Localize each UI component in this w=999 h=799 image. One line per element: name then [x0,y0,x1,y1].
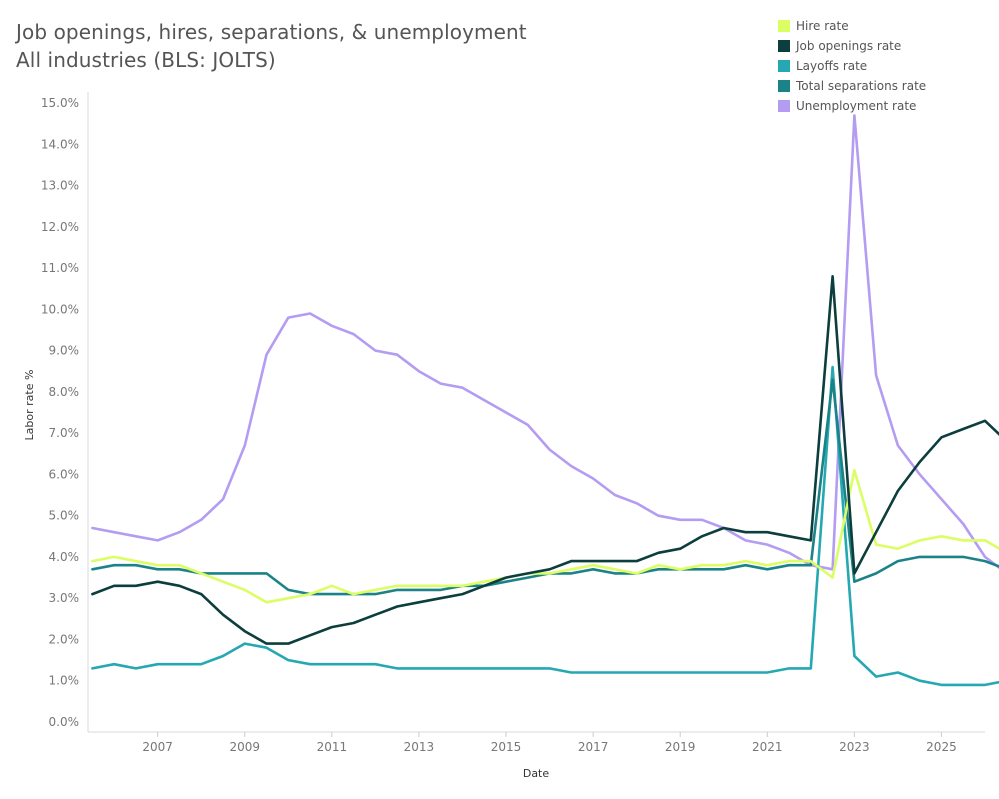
legend-item-job-openings-rate[interactable]: Job openings rate [778,36,993,56]
chart-title: Job openings, hires, separations, & unem… [16,20,527,44]
y-tick-label-11: 11.0% [41,261,79,275]
series-line-job-openings-rate [91,274,999,645]
chart-title-block: Job openings, hires, separations, & unem… [16,18,527,74]
x-axis-ticks: 2007 2009 2011 2013 2015 2017 2019 2021 2023 2025 [142,732,957,754]
x-tick-label-2013: 2013 [404,740,435,754]
legend: Hire rate Job openings rate Layoffs rate… [778,16,993,116]
legend-label-hire-rate: Hire rate [796,19,849,33]
legend-item-unemployment-rate[interactable]: Unemployment rate [778,96,993,116]
y-axis-title: Labor rate % [23,370,36,441]
legend-swatch-job-openings-rate [778,40,790,52]
x-tick-label-2021: 2021 [752,740,783,754]
x-tick-label-2017: 2017 [578,740,609,754]
y-tick-label-4: 4.0% [49,550,80,564]
y-tick-label-12: 12.0% [41,220,79,234]
y-tick-label-5: 5.0% [49,509,80,523]
y-tick-label-14: 14.0% [41,137,79,151]
legend-swatch-layoffs-rate [778,60,790,72]
series-lines [91,114,999,687]
legend-item-layoffs-rate[interactable]: Layoffs rate [778,56,993,76]
legend-item-hire-rate[interactable]: Hire rate [778,16,993,36]
y-tick-label-1: 1.0% [49,674,80,688]
x-tick-label-2009: 2009 [229,740,260,754]
series-line-hire-rate [91,468,999,604]
y-tick-label-15: 15.0% [41,96,79,110]
series-line-layoffs-rate [91,365,999,687]
legend-label-unemployment-rate: Unemployment rate [796,99,917,113]
y-tick-label-0: 0.0% [49,715,80,729]
x-tick-label-2025: 2025 [926,740,957,754]
legend-swatch-total-separations-rate [778,80,790,92]
y-tick-label-10: 10.0% [41,302,79,316]
x-tick-label-2015: 2015 [491,740,522,754]
x-tick-label-2011: 2011 [317,740,348,754]
legend-label-total-separations-rate: Total separations rate [796,79,927,93]
y-tick-label-9: 9.0% [49,344,80,358]
y-tick-label-3: 3.0% [49,591,80,605]
legend-item-total-separations-rate[interactable]: Total separations rate [778,76,993,96]
y-tick-label-13: 13.0% [41,179,79,193]
x-tick-label-2023: 2023 [839,740,870,754]
x-tick-label-2019: 2019 [665,740,696,754]
legend-label-job-openings-rate: Job openings rate [796,39,902,53]
y-tick-label-7: 7.0% [49,426,80,440]
y-tick-label-8: 8.0% [49,385,80,399]
legend-swatch-unemployment-rate [778,100,790,112]
y-axis-ticks: 0.0% 1.0% 2.0% 3.0% 4.0% 5.0% 6.0% 7.0% 8.0% 9.0%… [41,96,79,729]
y-tick-label-6: 6.0% [49,467,80,481]
series-line-unemployment-rate [91,114,999,571]
x-tick-label-2007: 2007 [142,740,173,754]
y-tick-label-2: 2.0% [49,632,80,646]
legend-swatch-hire-rate [778,20,790,32]
legend-label-layoffs-rate: Layoffs rate [796,59,868,73]
chart-subtitle: All industries (BLS: JOLTS) [16,48,276,72]
series-line-total-separations-rate [91,378,999,596]
x-axis-title: Date [523,767,550,780]
